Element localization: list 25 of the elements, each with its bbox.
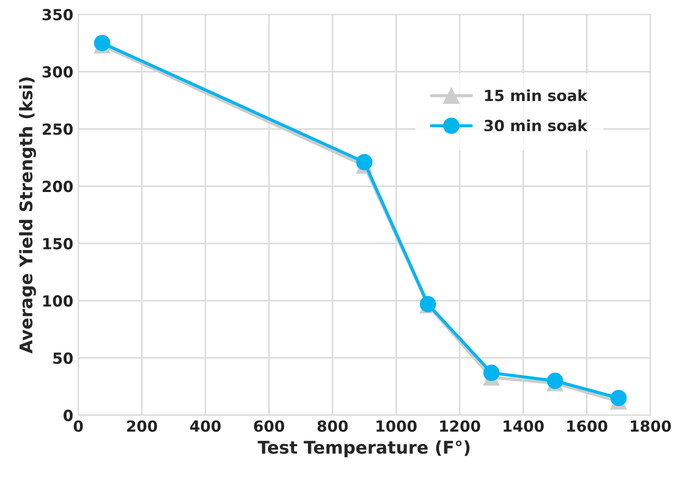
y-axis-title: Average Yield Strength (ksi) — [19, 78, 36, 354]
x-tick-label: 1800 — [630, 420, 671, 432]
x-tick-label: 0 — [74, 420, 83, 432]
point — [483, 364, 500, 381]
y-tick-label: 50 — [53, 352, 73, 364]
y-tick-label: 250 — [42, 123, 73, 135]
y-tick-label: 100 — [43, 295, 73, 307]
y-tick-label: 350 — [42, 8, 73, 20]
legend-label: 30 min soak — [484, 119, 588, 132]
y-tick-label: 0 — [64, 410, 73, 422]
point — [610, 390, 627, 406]
x-tick-label: 1200 — [440, 420, 480, 432]
y-tick-label: 300 — [42, 66, 73, 78]
legend-label: 15 min soak — [485, 89, 588, 102]
x-axis-title: Test Temperature (F°) — [258, 440, 470, 458]
x-tick-label: 400 — [190, 420, 221, 432]
point — [356, 154, 372, 170]
x-tick-label: 1400 — [504, 420, 544, 432]
y-tick-label: 200 — [42, 180, 73, 192]
x-tick-label: 1000 — [376, 420, 417, 432]
x-tick-label: 200 — [127, 420, 158, 432]
y-tick-label: 150 — [43, 238, 73, 250]
x-tick-label: 1600 — [567, 420, 608, 432]
x-tick-label: 600 — [254, 420, 284, 432]
x-tick-label: 800 — [318, 420, 348, 432]
